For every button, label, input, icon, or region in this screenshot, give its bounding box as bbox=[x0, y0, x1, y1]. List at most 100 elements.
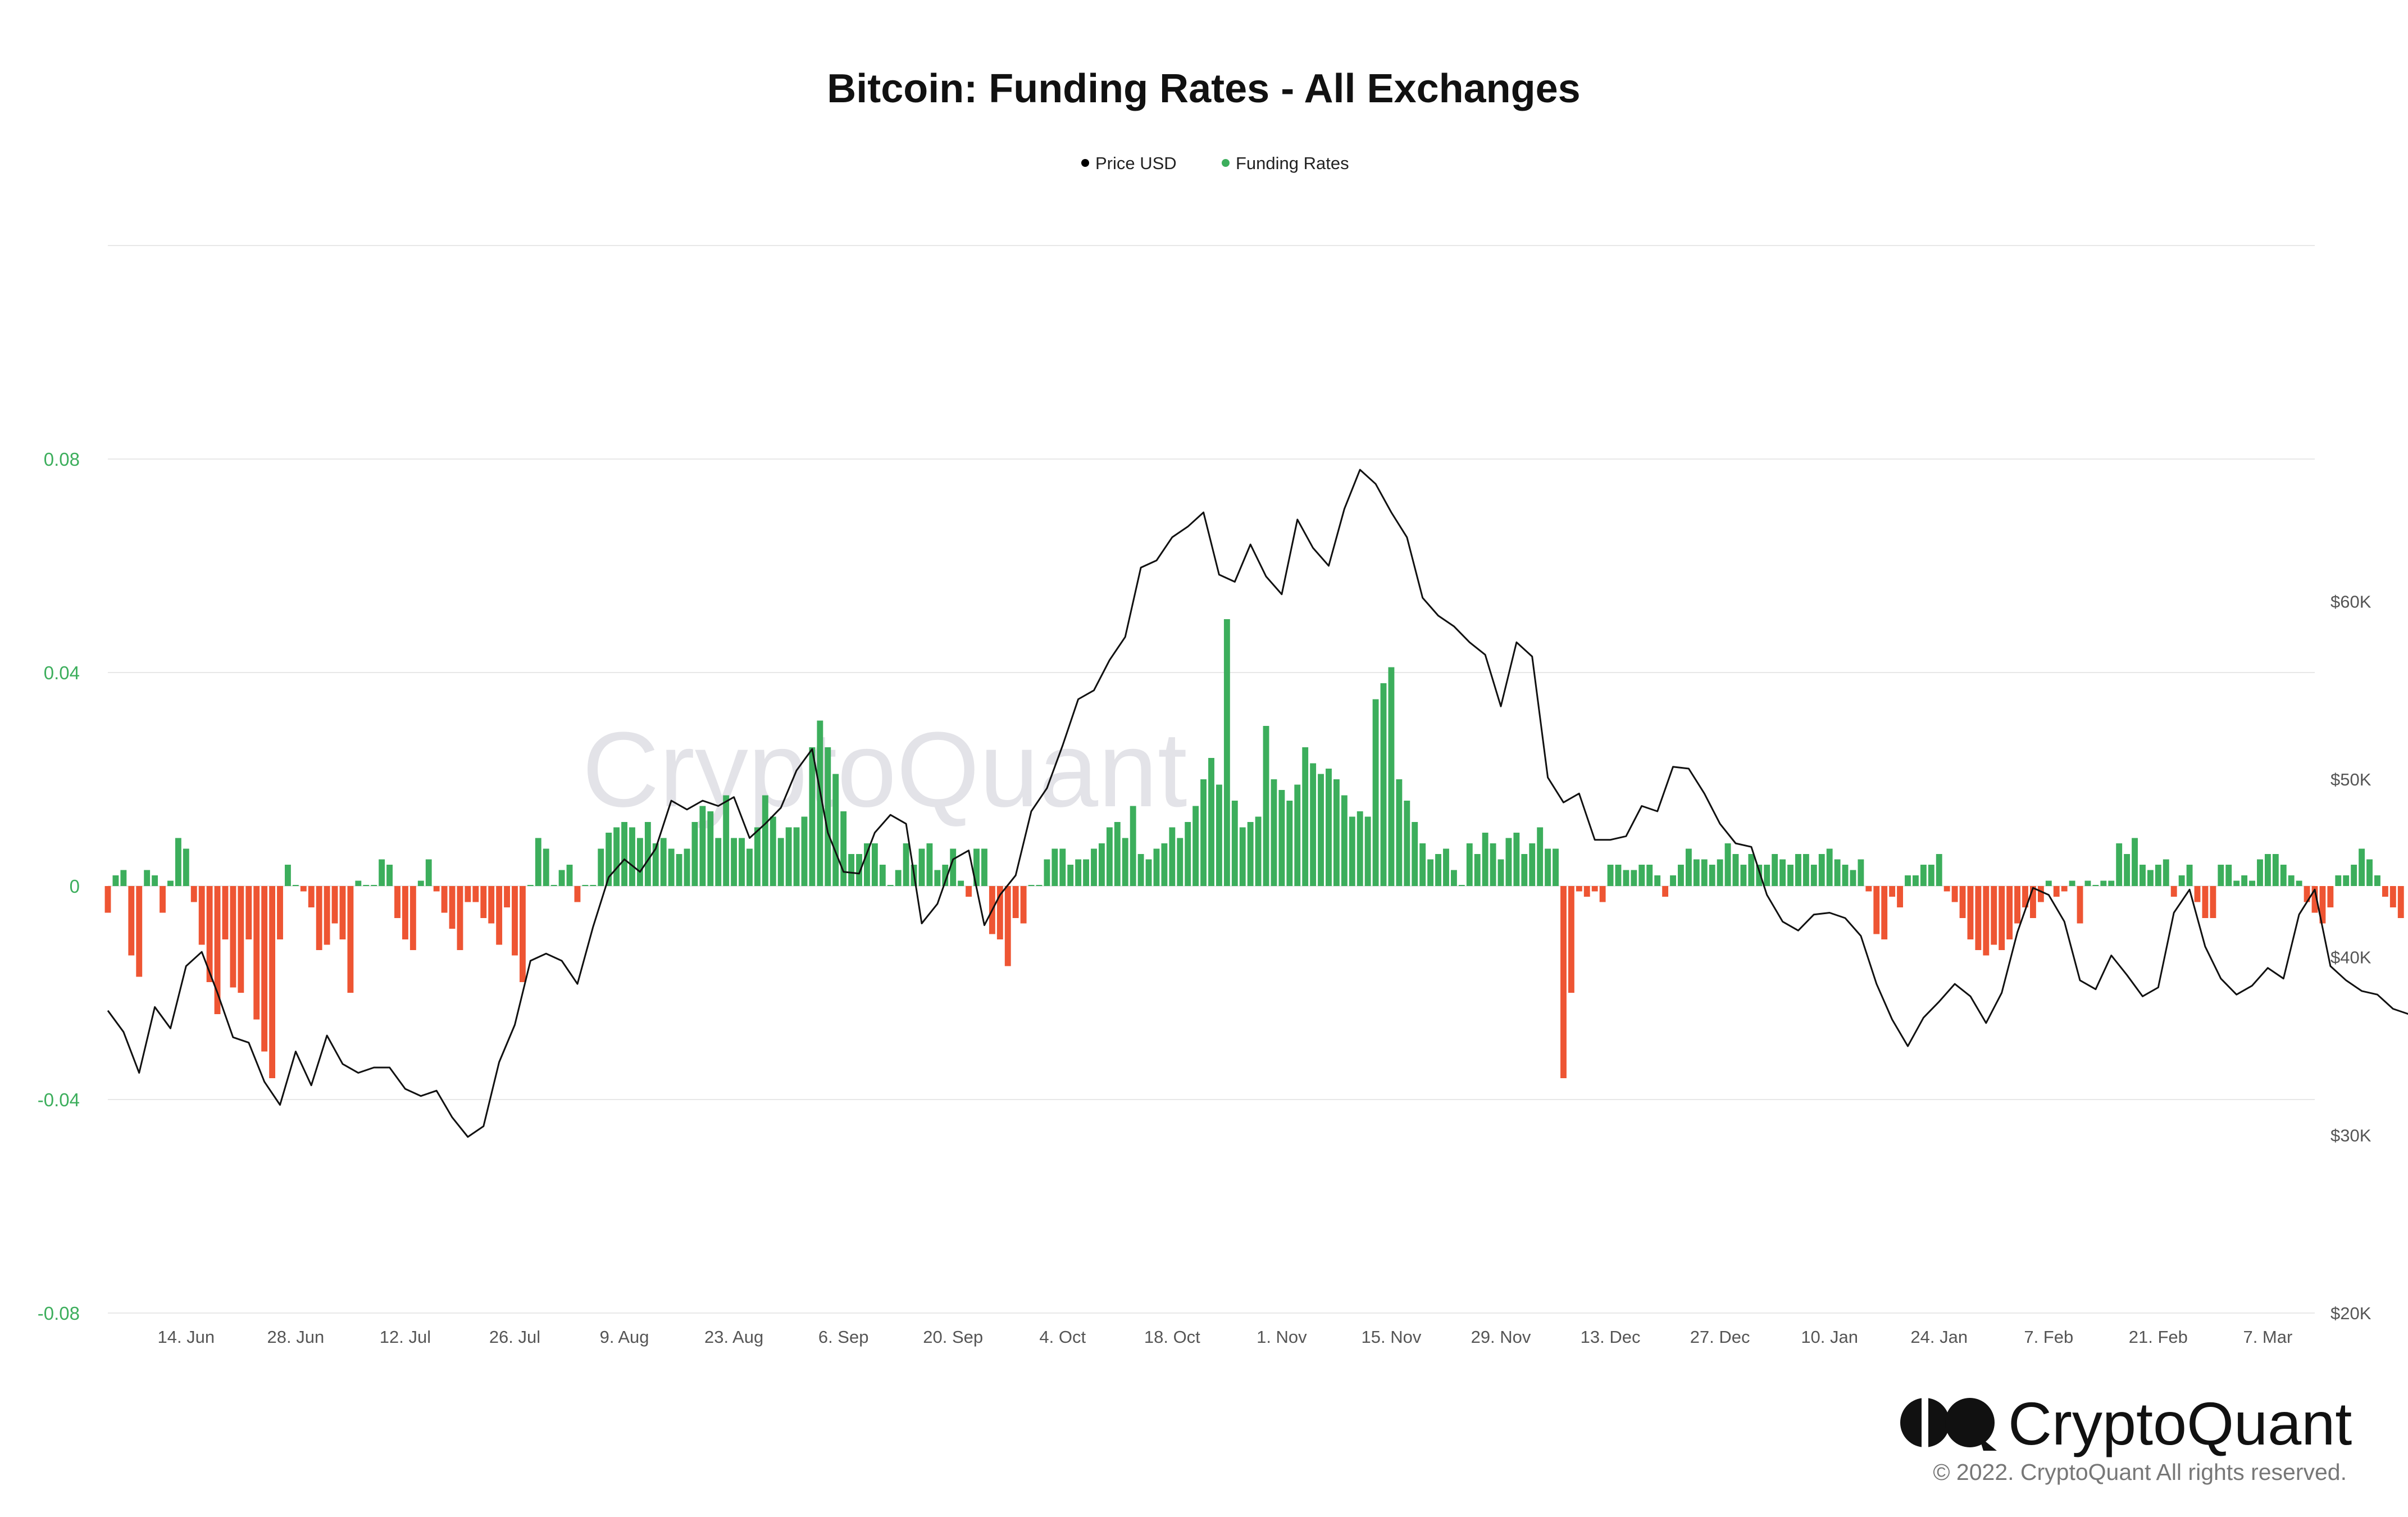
funding-rate-bar bbox=[652, 843, 659, 886]
legend-item-price[interactable]: Price USD bbox=[1081, 153, 1177, 173]
funding-rate-bar bbox=[1020, 886, 1027, 924]
funding-rate-bar bbox=[707, 811, 714, 886]
funding-rate-bar bbox=[1294, 784, 1301, 886]
funding-rate-bar bbox=[1059, 848, 1066, 886]
funding-rate-bar bbox=[1748, 854, 1755, 886]
funding-rate-bar bbox=[754, 827, 761, 886]
funding-rate-bar bbox=[1991, 886, 1997, 945]
funding-rate-bar bbox=[793, 827, 800, 886]
funding-rate-bar bbox=[1239, 827, 1246, 886]
funding-rate-bar bbox=[1740, 865, 1747, 886]
funding-rate-bar bbox=[1881, 886, 1888, 939]
funding-rate-bar bbox=[1826, 848, 1833, 886]
funding-rate-bar bbox=[128, 886, 135, 956]
funding-rate-bar bbox=[2194, 886, 2201, 902]
funding-rate-bar bbox=[198, 886, 205, 945]
funding-rate-bar bbox=[417, 880, 424, 886]
logo-mark-right bbox=[1945, 1398, 1995, 1447]
funding-rate-bar bbox=[2382, 886, 2388, 897]
x-tick-label: 24. Jan bbox=[1910, 1327, 1968, 1347]
funding-rate-bar bbox=[1427, 859, 1434, 886]
funding-rate-bar bbox=[2366, 859, 2373, 886]
y-left-tick-label: 0.08 bbox=[44, 449, 80, 470]
funding-rate-bar bbox=[770, 816, 776, 886]
x-tick-label: 12. Jul bbox=[380, 1327, 431, 1347]
funding-rate-bar bbox=[230, 886, 236, 988]
y-right-tick-label: $60K bbox=[2330, 592, 2371, 611]
x-tick-label: 29. Nov bbox=[1471, 1327, 1531, 1347]
funding-rate-bar bbox=[566, 865, 573, 886]
funding-rate-bar bbox=[1200, 779, 1207, 886]
funding-rate-bar bbox=[691, 822, 698, 886]
funding-rate-bar bbox=[1850, 870, 1856, 886]
funding-rate-bar bbox=[1364, 816, 1371, 886]
funding-rate-bar bbox=[2092, 885, 2099, 886]
funding-rate-bar bbox=[848, 854, 855, 886]
funding-rate-bar bbox=[801, 816, 808, 886]
legend-label-funding: Funding Rates bbox=[1236, 153, 1349, 173]
funding-rate-bar bbox=[574, 886, 581, 902]
x-tick-label: 27. Dec bbox=[1690, 1327, 1750, 1347]
funding-rate-bar bbox=[1897, 886, 1904, 907]
funding-rate-bar bbox=[1662, 886, 1669, 897]
funding-rate-bar bbox=[2288, 875, 2295, 886]
y-axis-right: $60K $50K $40K $30K $20K bbox=[2330, 592, 2371, 1323]
funding-rate-bar bbox=[1333, 779, 1340, 886]
funding-rate-bar bbox=[1591, 886, 1598, 892]
funding-rate-bar bbox=[371, 885, 377, 886]
funding-rate-bar bbox=[926, 843, 933, 886]
funding-rate-bar bbox=[739, 838, 745, 886]
funding-rate-bar bbox=[1450, 870, 1457, 886]
funding-rate-bar bbox=[1169, 827, 1176, 886]
funding-rate-bar bbox=[394, 886, 400, 918]
funding-rate-bar bbox=[1177, 838, 1183, 886]
funding-rate-bar bbox=[1106, 827, 1113, 886]
funding-rate-bar bbox=[1380, 683, 1387, 886]
x-tick-label: 28. Jun bbox=[267, 1327, 325, 1347]
funding-rate-bar bbox=[871, 843, 878, 886]
funding-rate-bar bbox=[2202, 886, 2209, 918]
funding-rate-bar bbox=[104, 886, 111, 913]
funding-rate-bar bbox=[331, 886, 338, 924]
funding-rate-bar bbox=[1145, 859, 1152, 886]
brand-name: CryptoQuant bbox=[2008, 1389, 2352, 1457]
funding-rate-bar bbox=[1951, 886, 1958, 902]
funding-rate-bar bbox=[1247, 822, 1254, 886]
funding-rate-bar bbox=[1905, 875, 1911, 886]
funding-rate-bar bbox=[2241, 875, 2248, 886]
funding-rate-bar bbox=[1889, 886, 1896, 897]
funding-rate-bar bbox=[2037, 886, 2044, 902]
funding-rate-bar bbox=[668, 848, 675, 886]
funding-rate-bar bbox=[973, 848, 980, 886]
funding-rate-bar bbox=[1012, 886, 1019, 918]
funding-rate-bar bbox=[2225, 865, 2232, 886]
funding-rate-bar bbox=[1646, 865, 1653, 886]
funding-rate-bar bbox=[2108, 880, 2115, 886]
x-tick-label: 9. Aug bbox=[600, 1327, 649, 1347]
legend-item-funding[interactable]: Funding Rates bbox=[1222, 153, 1349, 173]
funding-rate-bar bbox=[2022, 886, 2028, 907]
x-tick-label: 7. Feb bbox=[2024, 1327, 2073, 1347]
funding-rate-bar bbox=[1732, 854, 1739, 886]
funding-rate-bar bbox=[1764, 865, 1770, 886]
funding-rate-bar bbox=[1051, 848, 1058, 886]
funding-rate-bar bbox=[433, 886, 440, 892]
funding-rate-bar bbox=[1810, 865, 1817, 886]
funding-rate-bar bbox=[1623, 870, 1629, 886]
funding-rate-bar bbox=[817, 720, 823, 886]
funding-rate-bar bbox=[879, 865, 886, 886]
x-tick-label: 26. Jul bbox=[489, 1327, 540, 1347]
funding-rate-bar bbox=[277, 886, 283, 939]
funding-rate-bar bbox=[1263, 726, 1269, 886]
funding-rate-bar bbox=[1091, 848, 1097, 886]
funding-rate-bar bbox=[2170, 886, 2177, 897]
x-tick-label: 10. Jan bbox=[1801, 1327, 1858, 1347]
funding-rate-bar bbox=[1028, 885, 1035, 886]
funding-rate-bar bbox=[245, 886, 252, 939]
funding-rate-bar bbox=[1999, 886, 2005, 950]
x-tick-label: 21. Feb bbox=[2129, 1327, 2188, 1347]
funding-rate-bar bbox=[1497, 859, 1504, 886]
funding-rate-bar bbox=[1631, 870, 1637, 886]
funding-rate-bar bbox=[1130, 806, 1136, 886]
